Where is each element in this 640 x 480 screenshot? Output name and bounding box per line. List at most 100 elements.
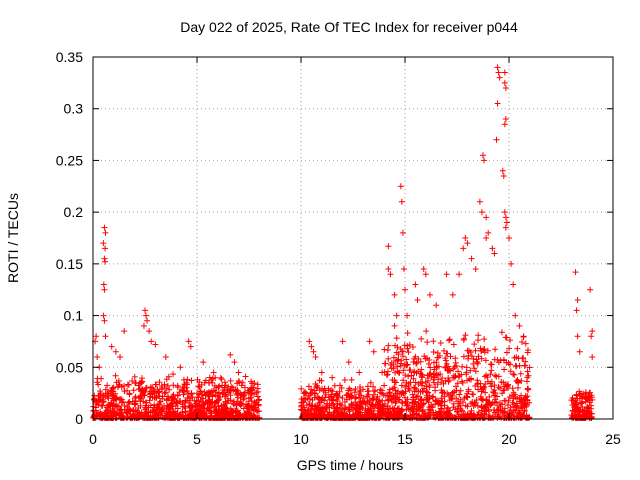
data-point [212, 392, 219, 399]
data-point [585, 393, 592, 400]
data-point [589, 353, 596, 360]
data-point [385, 355, 392, 362]
data-point [455, 411, 462, 418]
data-point [413, 403, 420, 410]
data-point [387, 271, 394, 278]
data-point [179, 409, 186, 416]
data-point [395, 408, 402, 415]
data-point [572, 407, 579, 414]
y-tick-label: 0.05 [56, 359, 83, 375]
data-point [156, 379, 163, 386]
data-point [140, 398, 147, 405]
data-point [92, 397, 99, 404]
data-point [484, 403, 491, 410]
data-point [235, 378, 242, 385]
data-point [411, 388, 418, 395]
data-point [412, 281, 419, 288]
data-point [406, 387, 413, 394]
data-point [383, 372, 390, 379]
data-point [300, 390, 307, 397]
data-point [469, 391, 476, 398]
data-point [438, 395, 445, 402]
data-point [189, 394, 196, 401]
data-point [210, 369, 217, 376]
data-point [227, 377, 234, 384]
data-point [329, 388, 336, 395]
data-point [468, 375, 475, 382]
data-point [177, 364, 184, 371]
data-point [496, 74, 503, 81]
data-point [413, 394, 420, 401]
data-point [501, 79, 508, 86]
y-axis-label: ROTI / TECUs [5, 193, 21, 283]
data-point [412, 379, 419, 386]
data-point [579, 399, 586, 406]
data-point [586, 414, 593, 421]
data-point [181, 381, 188, 388]
data-point [200, 359, 207, 366]
data-point [240, 405, 247, 412]
data-point [186, 395, 193, 402]
data-point [348, 376, 355, 383]
data-point [112, 372, 119, 379]
data-point [379, 369, 386, 376]
data-point [460, 245, 467, 252]
data-point [334, 404, 341, 411]
data-point [478, 395, 485, 402]
data-point [143, 312, 150, 319]
data-point [111, 410, 118, 417]
data-point [506, 345, 513, 352]
data-point [203, 413, 210, 420]
data-point [573, 307, 580, 314]
data-point [525, 385, 532, 392]
data-point [181, 389, 188, 396]
data-point [488, 383, 495, 390]
data-point [99, 402, 106, 409]
data-point [432, 401, 439, 408]
data-point [254, 385, 261, 392]
data-point [399, 348, 406, 355]
data-point [176, 398, 183, 405]
data-point [500, 172, 507, 179]
data-point [381, 360, 388, 367]
data-point [217, 394, 224, 401]
y-tick-label: 0.25 [56, 152, 83, 168]
data-point [443, 271, 450, 278]
data-point [358, 392, 365, 399]
data-point [523, 412, 530, 419]
data-point [501, 366, 508, 373]
data-point [409, 344, 416, 351]
data-point [501, 414, 508, 421]
data-point [498, 329, 505, 336]
data-point [188, 377, 195, 384]
data-point [524, 349, 531, 356]
data-point [318, 414, 325, 421]
data-point [411, 355, 418, 362]
data-point [153, 381, 160, 388]
data-point [142, 399, 149, 406]
data-point [370, 383, 377, 390]
data-point [439, 389, 446, 396]
data-point [331, 409, 338, 416]
data-point [403, 402, 410, 409]
ticks-layer [92, 56, 614, 420]
data-point [170, 371, 177, 378]
data-point [442, 355, 449, 362]
data-point [471, 341, 478, 348]
data-point [517, 370, 524, 377]
data-point [486, 393, 493, 400]
data-point [324, 400, 331, 407]
data-point [494, 100, 501, 107]
data-point [404, 312, 411, 319]
data-point [461, 335, 468, 342]
data-point [102, 386, 109, 393]
data-point [231, 359, 238, 366]
data-point [514, 384, 521, 391]
data-point [193, 403, 200, 410]
data-point [368, 402, 375, 409]
data-point [488, 367, 495, 374]
data-point [510, 281, 517, 288]
data-point [588, 402, 595, 409]
data-point [424, 339, 431, 346]
data-point [404, 345, 411, 352]
